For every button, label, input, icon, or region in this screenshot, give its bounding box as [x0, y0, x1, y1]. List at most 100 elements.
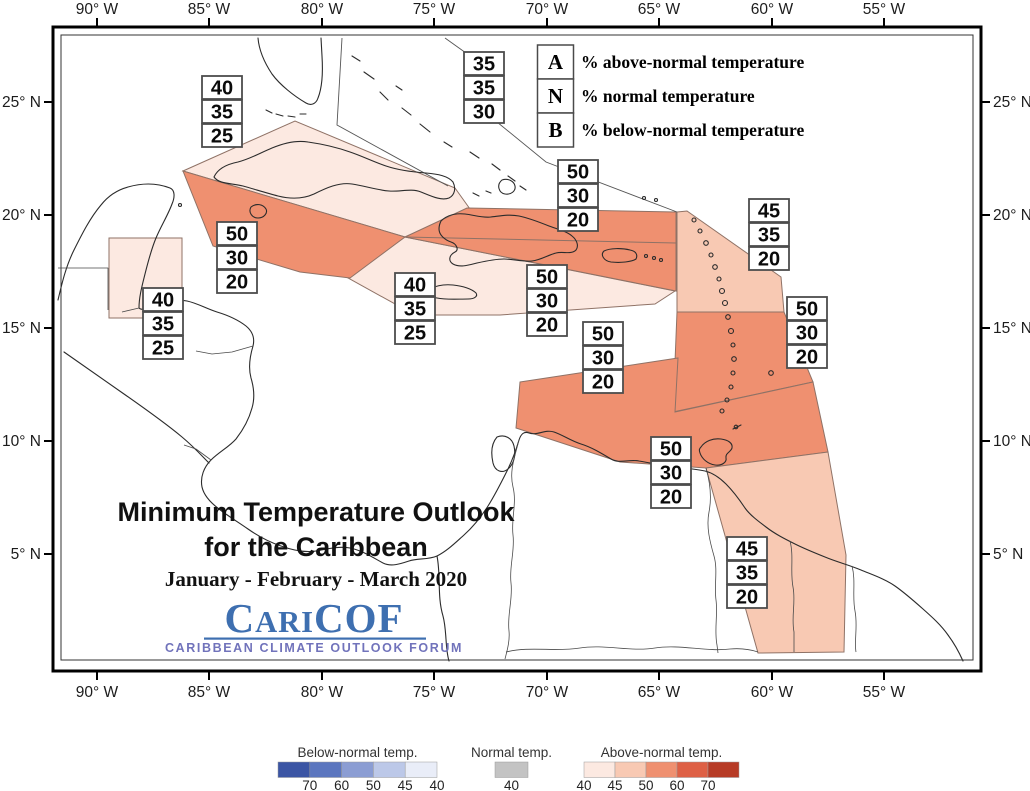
outlook-value-cell: [726, 536, 768, 561]
legend-swatch: [309, 761, 342, 778]
country-borders: [58, 267, 857, 660]
lat-label-left: 15° N: [2, 320, 41, 337]
bahamas-zone-east-edge-lower: [496, 121, 678, 213]
outlook-value-cell: [463, 75, 505, 100]
graticule-axes: 90° W 90° W 85° W 85° W 80° W 80° W 75° W 75° W…: [2, 1, 1030, 701]
lon-label-top: 70° W: [526, 1, 569, 18]
outlook-value: 45: [758, 201, 780, 223]
outlook-value: 25: [211, 126, 233, 148]
outlook-value-cell: [786, 296, 828, 321]
island-dot: [177, 202, 183, 208]
map-period: January - February - March 2020: [165, 567, 467, 591]
outlook-value: 40: [404, 275, 426, 297]
outlook-value: 30: [226, 248, 248, 270]
legend-tick-label: 70: [700, 778, 715, 791]
outlook-value-cell: [526, 288, 568, 313]
legend-tick-label: 40: [504, 778, 519, 791]
legend-below: Below-normal temp. 70 60 50 45 40: [277, 745, 445, 791]
outlook-value: 50: [536, 267, 558, 289]
outlook-value: 35: [152, 314, 174, 336]
coastlines: [57, 37, 964, 662]
outlook-value: 35: [758, 225, 780, 247]
island-dot: [712, 264, 718, 270]
outlook-value: 35: [473, 78, 495, 100]
island-dot: [719, 408, 725, 414]
map-title-line1: Minimum Temperature Outlook: [117, 497, 515, 527]
map-frame-inner: [60, 34, 974, 661]
outlook-value: 30: [660, 463, 682, 485]
region-leeward-islands: [676, 210, 785, 313]
lon-label-top: 55° W: [863, 1, 906, 18]
outlook-value: 20: [660, 487, 682, 509]
outlook-value-cell: [748, 198, 790, 223]
outlook-value: 20: [796, 347, 818, 369]
island-dot: [718, 287, 726, 295]
outlook-value-cell: [142, 311, 184, 336]
island-dot: [708, 252, 714, 258]
legend-tick-label: 40: [576, 778, 591, 791]
outlook-value: 25: [404, 323, 426, 345]
anb-box-a: [536, 44, 575, 80]
outlook-value-cell: [582, 345, 624, 370]
outlook-value: 20: [736, 587, 758, 609]
legend-title-above: Above-normal temp.: [601, 745, 723, 760]
legend-swatch: [614, 761, 647, 778]
logo-part3: COF: [314, 595, 404, 641]
pacific-coast: [63, 351, 210, 464]
outlook-value: 30: [473, 102, 495, 124]
central-america-coast: [57, 183, 964, 662]
island-dot: [643, 253, 649, 259]
outlook-value: 20: [536, 315, 558, 337]
border-venezuela-guyana: [705, 467, 719, 654]
legend-tick-label: 60: [334, 778, 349, 791]
lon-label-bottom: 65° W: [638, 684, 681, 701]
outlook-value-cell: [394, 320, 436, 345]
outlook-value: 50: [226, 224, 248, 246]
isla-juventud: [249, 204, 268, 219]
region-divider-hispaniola: [404, 236, 677, 244]
bahamas-zone-west-edge: [336, 37, 449, 187]
outlook-value-cell: [748, 246, 790, 271]
outlook-value: 50: [567, 162, 589, 184]
logo-underline: [204, 637, 426, 640]
island-dot: [727, 327, 735, 335]
lake-maracaibo: [491, 435, 516, 472]
legend-tick-label: 45: [398, 778, 413, 791]
outlook-value-cell: [582, 369, 624, 394]
outlook-value-cell: [557, 183, 599, 208]
outlook-value-cell: [650, 460, 692, 485]
outlook-value: 35: [404, 299, 426, 321]
outlook-value: 30: [592, 348, 614, 370]
legend-normal: Normal temp. 40: [471, 745, 552, 791]
outlook-value-cell: [201, 123, 243, 148]
outlook-value-cell: [216, 269, 258, 294]
lon-label-top: 85° W: [188, 1, 231, 18]
outlook-value: 20: [226, 272, 248, 294]
map-title-line2: for the Caribbean: [204, 532, 428, 562]
legend-swatch: [645, 761, 678, 778]
legend-tick-label: 50: [638, 778, 653, 791]
lon-label-bottom: 90° W: [76, 684, 119, 701]
outlook-value: 50: [796, 299, 818, 321]
outlook-value-cell: [748, 222, 790, 247]
island-dot: [697, 228, 703, 234]
outlook-value: 25: [152, 338, 174, 360]
outlook-value-cell: [142, 335, 184, 360]
outlook-value-cell: [786, 320, 828, 345]
island-dot: [724, 397, 730, 403]
anb-letter-n: N: [548, 84, 563, 108]
legend-swatch: [676, 761, 709, 778]
legend-title-below: Below-normal temp.: [297, 745, 417, 760]
outlook-value-cell: [142, 287, 184, 312]
island-dot: [651, 255, 657, 261]
border-suriname-frguiana: [851, 565, 857, 653]
outlook-value: 35: [736, 563, 758, 585]
